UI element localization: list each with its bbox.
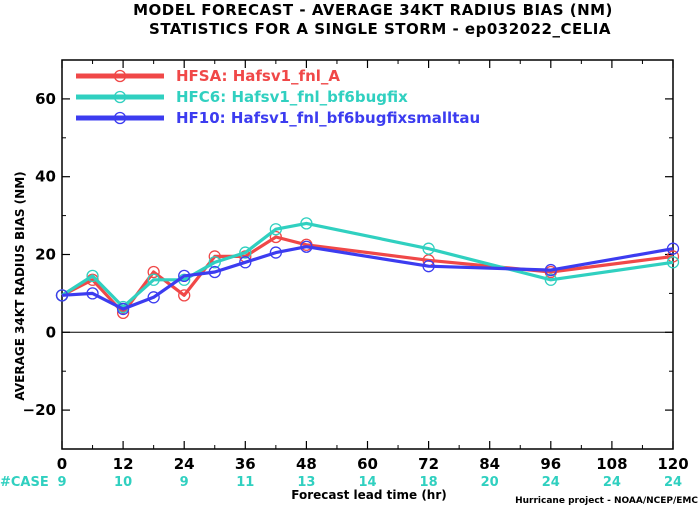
case-row-label: #CASE — [0, 475, 49, 490]
series-point — [239, 246, 252, 259]
x-tick-label: 96 — [540, 455, 561, 473]
series-point — [178, 269, 191, 283]
series-point — [239, 256, 252, 269]
chart-title-line-1: MODEL FORECAST - AVERAGE 34KT RADIUS BIA… — [133, 1, 613, 19]
series-point — [86, 287, 99, 300]
legend-marker — [113, 90, 127, 104]
case-count: 18 — [420, 475, 438, 490]
series-point — [544, 273, 557, 286]
chart-title-line-2: STATISTICS FOR A SINGLE STORM - ep032022… — [149, 20, 611, 38]
case-count: 11 — [236, 475, 254, 490]
y-tick-label: 40 — [35, 168, 56, 186]
case-count: 20 — [481, 475, 499, 490]
x-tick-label: 48 — [296, 455, 317, 473]
case-count: 14 — [358, 475, 376, 490]
x-tick-label: 36 — [235, 455, 256, 473]
case-count: 10 — [114, 475, 132, 490]
case-count: 13 — [297, 475, 315, 490]
series-point — [300, 240, 313, 253]
series-point — [55, 289, 69, 302]
x-tick-label: 120 — [657, 455, 688, 473]
series-point — [269, 223, 283, 236]
x-tick-label: 72 — [418, 455, 439, 473]
series-point — [422, 260, 435, 273]
legend-marker — [113, 111, 127, 125]
series-point — [208, 256, 221, 269]
series-point — [666, 242, 680, 255]
case-count: 24 — [664, 475, 682, 490]
case-count-row: #CASE 9 10 9 11 13 14 18 20 24 24 24 — [0, 475, 682, 490]
series-point — [422, 242, 435, 255]
x-tick-label: 12 — [113, 455, 134, 473]
plot-area: −20 0 20 40 60 0 12 24 36 48 60 72 84 96 108 120 — [23, 59, 689, 473]
case-count: 24 — [542, 475, 560, 490]
x-tick-label: 24 — [174, 455, 195, 473]
series-point — [544, 263, 557, 277]
y-axis-label: AVERAGE 34KT RADIUS BIAS (NM) — [13, 171, 27, 400]
y-tick-label: 60 — [35, 90, 56, 108]
y-tick-label: 20 — [35, 246, 56, 264]
y-tick-label: 0 — [46, 323, 56, 341]
series-point — [86, 269, 99, 283]
x-tick-label: 60 — [357, 455, 378, 473]
legend-label: HF10: Hafsv1_fnl_bf6bugfixsmalltau — [176, 109, 480, 127]
series-point — [300, 217, 313, 230]
legend: HFSA: Hafsv1_fnl_A HFC6: Hafsv1_fnl_bf6bu… — [76, 67, 480, 127]
case-count: 9 — [180, 475, 189, 490]
case-count: 24 — [603, 475, 621, 490]
case-count: 9 — [57, 475, 66, 490]
legend-label: HFSA: Hafsv1_fnl_A — [176, 67, 340, 85]
series-line — [61, 221, 674, 309]
y-tick-label: −20 — [23, 401, 56, 419]
legend-marker — [113, 69, 127, 83]
series-point — [178, 289, 191, 302]
series-point — [147, 265, 160, 279]
series-point — [269, 246, 283, 259]
credit-text: Hurricane project - NOAA/NCEP/EMC — [515, 496, 698, 506]
series-point — [208, 265, 221, 279]
series-point — [116, 302, 130, 316]
series-point — [147, 291, 160, 304]
legend-label: HFC6: Hafsv1_fnl_bf6bugfix — [176, 88, 408, 106]
series-point — [666, 256, 680, 269]
series-point — [269, 230, 283, 244]
x-axis-label: Forecast lead time (hr) — [291, 488, 447, 502]
x-tick-label: 0 — [57, 455, 67, 473]
series-point — [147, 273, 160, 286]
x-tick-label: 84 — [479, 455, 500, 473]
series-point — [666, 250, 680, 263]
series-3 — [55, 240, 680, 316]
x-tick-label: 108 — [596, 455, 627, 473]
